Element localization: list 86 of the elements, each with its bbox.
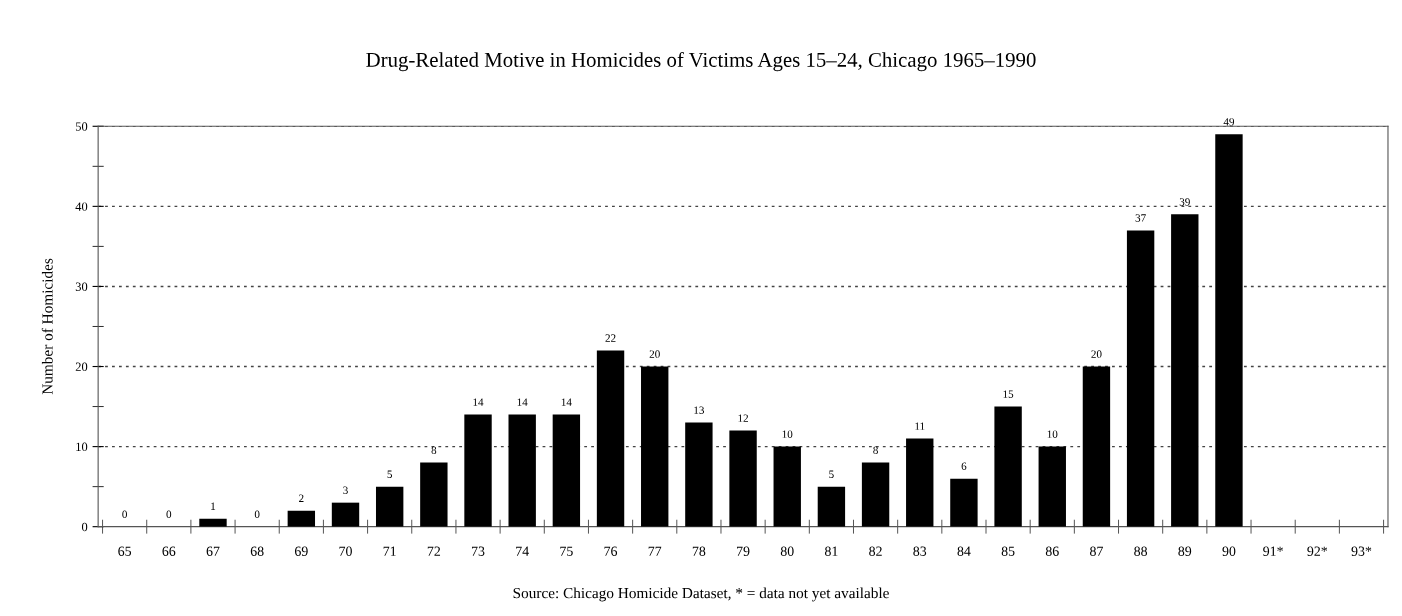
data-label: 10 bbox=[782, 430, 793, 438]
x-tick-label: 75 bbox=[560, 546, 573, 556]
bar bbox=[508, 414, 536, 527]
bar bbox=[1082, 366, 1111, 527]
data-label: 20 bbox=[649, 350, 660, 358]
bar bbox=[950, 478, 978, 527]
data-label: 1 bbox=[211, 502, 216, 510]
bar bbox=[1126, 230, 1155, 527]
data-label: 13 bbox=[694, 406, 705, 414]
data-label: 12 bbox=[738, 414, 748, 422]
data-label: 0 bbox=[166, 510, 172, 519]
bar bbox=[994, 406, 1022, 527]
x-tick-label: 87 bbox=[1090, 546, 1103, 556]
x-tick-label: 90 bbox=[1222, 546, 1236, 556]
data-label: 39 bbox=[1179, 198, 1190, 206]
y-tick-label: 30 bbox=[75, 282, 88, 291]
y-tick-label: 0 bbox=[81, 522, 88, 532]
chart-title: Drug-Related Motive in Homicides of Victims Ages 15–24, Chicago 1965–1990 bbox=[366, 52, 1036, 72]
bar bbox=[331, 502, 360, 527]
x-tick-label: 79 bbox=[737, 546, 750, 556]
data-label: 49 bbox=[1223, 118, 1235, 126]
source-note: Source: Chicago Homicide Dataset, * = data not yet available bbox=[513, 587, 889, 602]
bar bbox=[861, 462, 890, 527]
x-tick-label: 68 bbox=[250, 546, 264, 556]
bar bbox=[287, 510, 316, 527]
data-label: 8 bbox=[431, 446, 437, 454]
data-label: 14 bbox=[561, 398, 572, 406]
data-label: 2 bbox=[299, 494, 304, 502]
bar bbox=[729, 430, 757, 527]
x-tick-label: 86 bbox=[1045, 546, 1059, 556]
y-tick-label: 20 bbox=[75, 362, 88, 371]
bar bbox=[773, 446, 801, 527]
x-tick-label: 78 bbox=[692, 546, 706, 556]
bar bbox=[1215, 134, 1243, 527]
x-tick-label: 76 bbox=[604, 546, 618, 556]
x-tick-label: 65 bbox=[118, 546, 132, 556]
x-tick-label: 91* bbox=[1263, 546, 1283, 556]
bar bbox=[464, 414, 492, 527]
y-tick-label: 50 bbox=[75, 122, 88, 131]
x-tick-label: 83 bbox=[913, 546, 927, 556]
x-tick-label: 81 bbox=[824, 546, 838, 556]
x-tick-label: 93* bbox=[1351, 546, 1372, 556]
data-label: 5 bbox=[829, 470, 834, 478]
data-label: 20 bbox=[1091, 350, 1102, 358]
y-axis-title: Number of Homicides bbox=[41, 258, 53, 395]
x-tick-label: 77 bbox=[648, 546, 662, 556]
bar bbox=[420, 462, 448, 527]
bar bbox=[685, 422, 713, 527]
data-label: 10 bbox=[1047, 430, 1058, 438]
x-tick-label: 70 bbox=[339, 546, 352, 556]
data-label: 6 bbox=[961, 462, 967, 470]
data-label: 0 bbox=[254, 510, 260, 519]
data-label: 0 bbox=[122, 510, 127, 519]
bar bbox=[1038, 446, 1066, 527]
x-tick-label: 73 bbox=[472, 546, 485, 556]
bar bbox=[1171, 214, 1199, 527]
y-tick-label: 40 bbox=[75, 202, 88, 211]
x-tick-label: 69 bbox=[294, 546, 308, 556]
data-label: 14 bbox=[473, 398, 484, 406]
data-label: 15 bbox=[1003, 390, 1014, 398]
data-label: 22 bbox=[605, 334, 616, 342]
data-label: 37 bbox=[1135, 214, 1146, 222]
bar bbox=[641, 366, 669, 527]
y-tick-label: 10 bbox=[76, 442, 88, 452]
x-tick-label: 82 bbox=[869, 546, 882, 556]
x-tick-label: 89 bbox=[1178, 546, 1192, 556]
bar bbox=[552, 414, 581, 527]
x-tick-label: 67 bbox=[206, 546, 220, 556]
data-label: 11 bbox=[915, 422, 925, 430]
data-label: 5 bbox=[387, 470, 393, 478]
bar bbox=[906, 438, 934, 527]
data-label: 14 bbox=[517, 398, 528, 406]
x-tick-label: 85 bbox=[1001, 546, 1015, 556]
x-tick-label: 80 bbox=[780, 546, 794, 556]
bar bbox=[596, 350, 625, 527]
data-label: 8 bbox=[873, 446, 878, 454]
x-tick-label: 84 bbox=[957, 546, 971, 556]
x-tick-label: 74 bbox=[516, 546, 529, 556]
bar bbox=[817, 486, 846, 527]
data-label: 3 bbox=[343, 486, 348, 494]
x-tick-label: 66 bbox=[162, 546, 176, 556]
x-tick-label: 88 bbox=[1134, 546, 1148, 556]
x-tick-label: 72 bbox=[427, 546, 441, 556]
bar bbox=[375, 486, 404, 527]
x-tick-label: 92* bbox=[1307, 546, 1328, 556]
x-tick-label: 71 bbox=[383, 546, 396, 556]
